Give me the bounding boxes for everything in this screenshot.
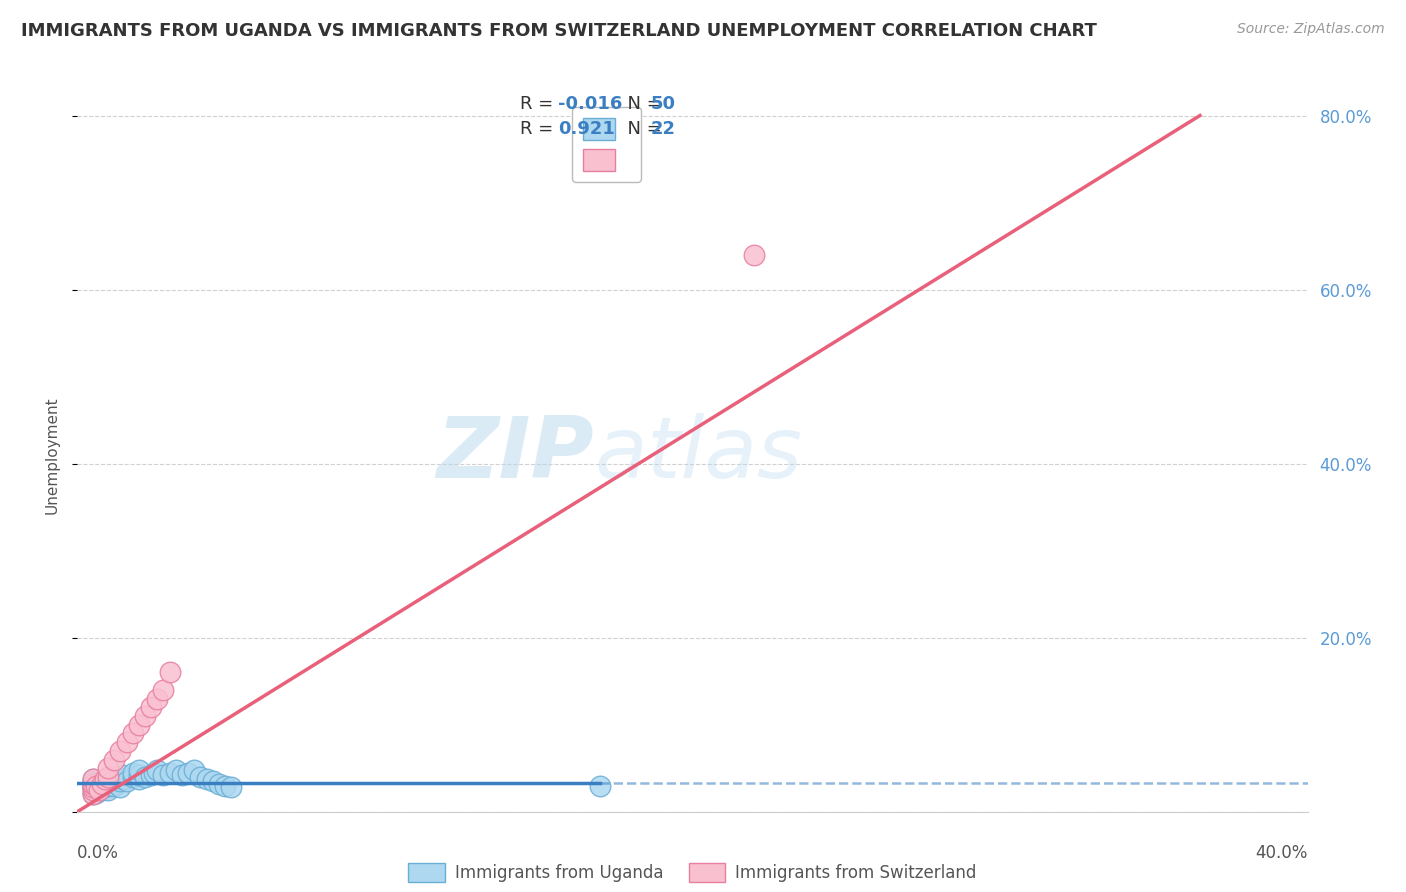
Point [141, 700, 163, 714]
Point [121, 726, 143, 740]
Point [112, 768, 135, 782]
Text: N =: N = [616, 95, 668, 113]
Point [82, 777, 104, 791]
Point [112, 772, 135, 786]
Point [82, 783, 104, 797]
Point [195, 772, 218, 786]
Point [115, 735, 138, 749]
Point [128, 772, 150, 786]
Text: 22: 22 [651, 120, 676, 138]
Point [82, 783, 104, 797]
Text: 40.0%: 40.0% [1256, 844, 1308, 862]
Point [87, 776, 110, 790]
Point [97, 761, 120, 775]
Text: N =: N = [616, 120, 668, 138]
Point [97, 783, 120, 797]
Point [97, 772, 120, 786]
Text: 50: 50 [651, 95, 676, 113]
Point [97, 774, 120, 789]
Point [115, 774, 138, 789]
Point [121, 770, 143, 784]
Point [152, 768, 174, 782]
Point [94, 780, 117, 795]
Point [134, 709, 156, 723]
Point [94, 777, 117, 791]
Point [82, 787, 104, 801]
Point [87, 783, 110, 797]
Point [84, 779, 107, 793]
Text: ZIP: ZIP [436, 413, 595, 497]
Point [143, 765, 166, 780]
Point [188, 770, 212, 784]
Point [177, 765, 200, 780]
Point [82, 780, 104, 795]
Point [121, 765, 143, 780]
Point [589, 779, 612, 793]
Point [141, 768, 163, 782]
Point [159, 665, 181, 680]
Text: R =: R = [520, 120, 560, 138]
Point [87, 779, 110, 793]
Point [82, 787, 104, 801]
Point [128, 763, 150, 777]
Point [134, 770, 156, 784]
Point [146, 763, 169, 777]
Point [82, 772, 104, 786]
Point [110, 774, 132, 789]
Point [90, 777, 114, 791]
Point [82, 780, 104, 795]
Point [742, 248, 765, 262]
Point [94, 772, 117, 786]
Point [165, 763, 187, 777]
Legend: Immigrants from Uganda, Immigrants from Switzerland: Immigrants from Uganda, Immigrants from … [402, 856, 983, 889]
Point [82, 779, 104, 793]
Point [87, 780, 110, 795]
Point [103, 774, 125, 789]
Point [105, 777, 128, 791]
Point [128, 717, 150, 731]
Point [84, 786, 107, 800]
Point [103, 779, 125, 793]
Point [110, 744, 132, 758]
Point [82, 774, 104, 789]
Text: 0.921: 0.921 [558, 120, 614, 138]
Text: atlas: atlas [595, 413, 801, 497]
Point [219, 780, 242, 795]
Point [90, 774, 114, 789]
Y-axis label: Unemployment: Unemployment [44, 396, 59, 514]
Point [110, 780, 132, 795]
Text: IMMIGRANTS FROM UGANDA VS IMMIGRANTS FROM SWITZERLAND UNEMPLOYMENT CORRELATION C: IMMIGRANTS FROM UGANDA VS IMMIGRANTS FRO… [21, 22, 1097, 40]
Point [170, 768, 193, 782]
Point [146, 691, 169, 706]
Point [183, 763, 205, 777]
Point [152, 682, 174, 697]
Text: -0.016: -0.016 [558, 95, 623, 113]
Point [82, 777, 104, 791]
Point [97, 770, 120, 784]
Point [208, 777, 231, 791]
Point [97, 779, 120, 793]
Point [82, 772, 104, 786]
Point [97, 770, 120, 784]
Point [90, 783, 114, 797]
Point [214, 779, 236, 793]
Point [128, 768, 150, 782]
Point [201, 774, 224, 789]
Point [103, 752, 125, 766]
Text: 0.0%: 0.0% [77, 844, 120, 862]
Text: R =: R = [520, 95, 560, 113]
Point [159, 765, 181, 780]
Text: Source: ZipAtlas.com: Source: ZipAtlas.com [1237, 22, 1385, 37]
